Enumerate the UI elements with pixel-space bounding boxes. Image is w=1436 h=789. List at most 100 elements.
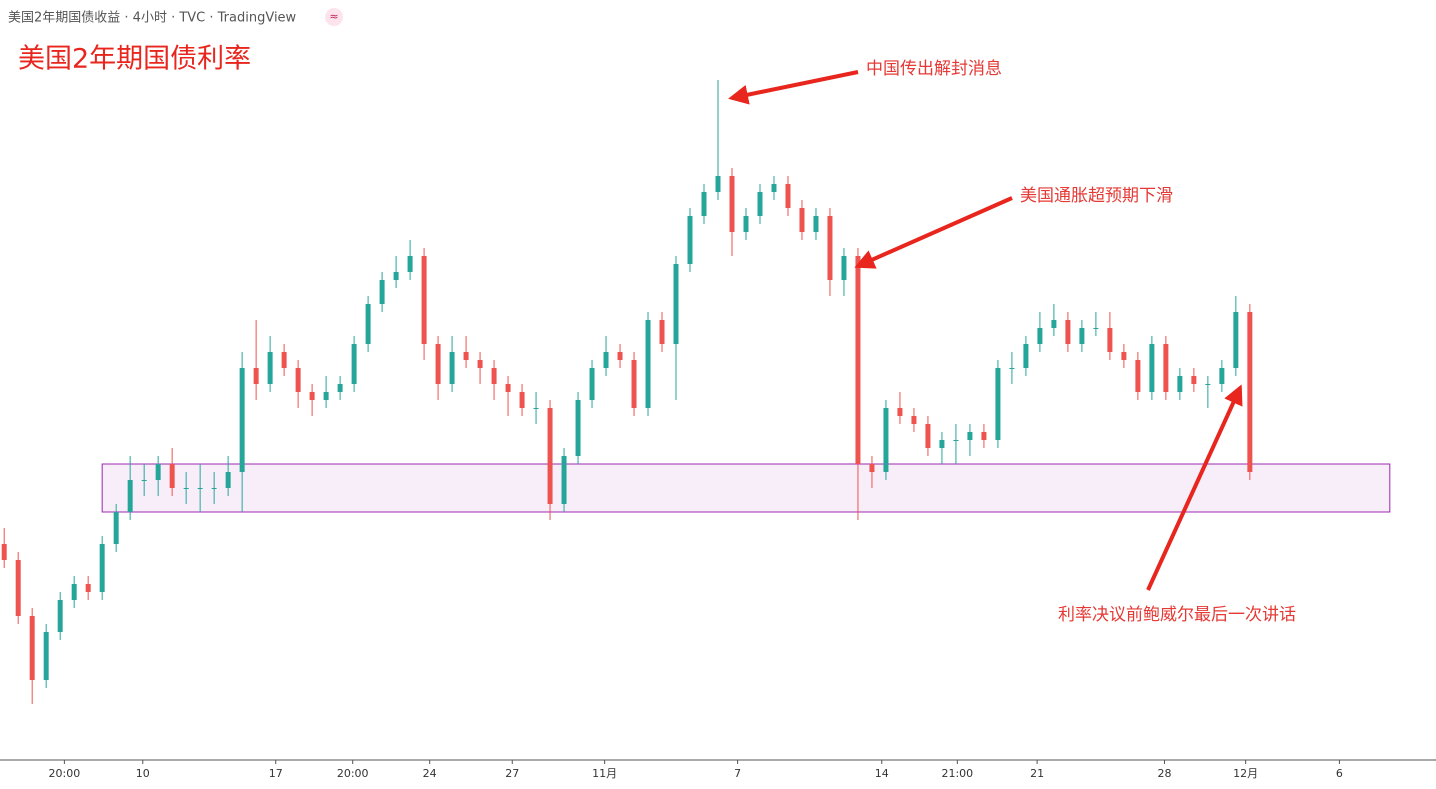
- x-tick-label: 14: [875, 767, 889, 780]
- badge-icon: ≈: [329, 10, 338, 23]
- x-tick-label: 28: [1157, 767, 1171, 780]
- candle-body: [645, 320, 651, 408]
- annotation: 利率决议前鲍威尔最后一次讲话: [1058, 605, 1296, 625]
- candle-body: [659, 320, 665, 344]
- candle-body: [15, 560, 21, 616]
- x-tick-label: 20:00: [337, 767, 369, 780]
- candle-body: [897, 408, 903, 416]
- candle-body: [1163, 344, 1169, 392]
- candle-body: [449, 352, 455, 384]
- candle-body: [1121, 352, 1127, 360]
- candle-body: [183, 488, 189, 489]
- candle-body: [155, 464, 161, 480]
- candle-body: [631, 360, 637, 408]
- x-tick-label: 12月: [1233, 767, 1258, 780]
- arrow: [854, 196, 1013, 269]
- candle-body: [1023, 344, 1029, 368]
- candle-body: [813, 216, 819, 232]
- candle-body: [841, 256, 847, 280]
- x-tick-label: 17: [269, 767, 283, 780]
- candle-body: [197, 488, 203, 489]
- candle-body: [981, 432, 987, 440]
- candle-body: [869, 464, 875, 472]
- candle-body: [57, 600, 63, 632]
- candle-body: [1205, 384, 1211, 385]
- candle-body: [281, 352, 287, 368]
- annotation: 中国传出解封消息: [866, 59, 1002, 79]
- candle-body: [547, 408, 553, 504]
- candle-body: [253, 368, 259, 384]
- candle-body: [673, 264, 679, 344]
- candle-body: [911, 416, 917, 424]
- candle-body: [43, 632, 49, 680]
- candle-body: [939, 440, 945, 448]
- candle-body: [925, 424, 931, 448]
- candle-body: [561, 456, 567, 504]
- arrow: [1146, 384, 1243, 591]
- plot: 20:00 10 17 20:00 24 27 11月 7 14 21:00 21 28 12月 6: [1, 80, 1391, 780]
- candle-body: [743, 216, 749, 232]
- candle-body: [225, 472, 231, 488]
- candle-body: [883, 408, 889, 472]
- candle-body: [757, 192, 763, 216]
- x-tick-label: 11月: [592, 767, 617, 780]
- x-tick-label: 21:00: [941, 767, 973, 780]
- candle-body: [995, 368, 1001, 440]
- candle-body: [1219, 368, 1225, 384]
- candle-body: [771, 184, 777, 192]
- candle-body: [351, 344, 357, 384]
- candle-body: [1233, 312, 1239, 368]
- candle-body: [337, 384, 343, 392]
- zone: [101, 463, 1391, 513]
- candle-body: [491, 368, 497, 384]
- candle-body: [827, 216, 833, 280]
- candle-body: [575, 400, 581, 456]
- candle-body: [1093, 328, 1099, 329]
- candle-body: [1051, 320, 1057, 328]
- candle-body: [785, 184, 791, 208]
- candle-body: [1177, 376, 1183, 392]
- candle-body: [701, 192, 707, 216]
- candle-body: [365, 304, 371, 344]
- candle-body: [519, 392, 525, 408]
- candle-body: [211, 488, 217, 489]
- candle-body: [617, 352, 623, 360]
- x-tick-label: 10: [136, 767, 150, 780]
- header-title: 美国2年期国债收益 · 4小时 · TVC · TradingView: [8, 11, 297, 26]
- x-tick-label: 27: [505, 767, 519, 780]
- candle-body: [1191, 376, 1197, 384]
- candle-body: [309, 392, 315, 400]
- candle-body: [71, 584, 77, 600]
- candle-body: [1149, 344, 1155, 392]
- candle-body: [855, 256, 861, 464]
- annotation: 美国通胀超预期下滑: [1020, 186, 1173, 206]
- candle-body: [267, 352, 273, 384]
- candle-body: [729, 176, 735, 232]
- candle-body: [435, 344, 441, 384]
- candle-body: [603, 352, 609, 368]
- candle-body: [953, 440, 959, 441]
- x-tick-label: 24: [423, 767, 437, 780]
- candle-body: [1009, 368, 1015, 369]
- candle-body: [85, 584, 91, 592]
- arrow: [728, 70, 859, 105]
- x-tick-label: 20:00: [49, 767, 81, 780]
- badge: [325, 8, 343, 26]
- candle-body: [463, 352, 469, 360]
- candle-body: [393, 272, 399, 280]
- candle-body: [1, 544, 7, 560]
- candle-body: [421, 256, 427, 344]
- candle-body: [1065, 320, 1071, 344]
- candle-body: [1079, 328, 1085, 344]
- candle-body: [407, 256, 413, 272]
- x-tick-label: 21: [1030, 767, 1044, 780]
- candle-body: [379, 280, 385, 304]
- candle-body: [295, 368, 301, 392]
- candle-body: [1107, 328, 1113, 352]
- candle-body: [127, 480, 133, 512]
- candle-body: [477, 360, 483, 368]
- candle-body: [141, 480, 147, 481]
- candle-body: [715, 176, 721, 192]
- candle-body: [169, 464, 175, 488]
- x-tick-label: 7: [734, 767, 741, 780]
